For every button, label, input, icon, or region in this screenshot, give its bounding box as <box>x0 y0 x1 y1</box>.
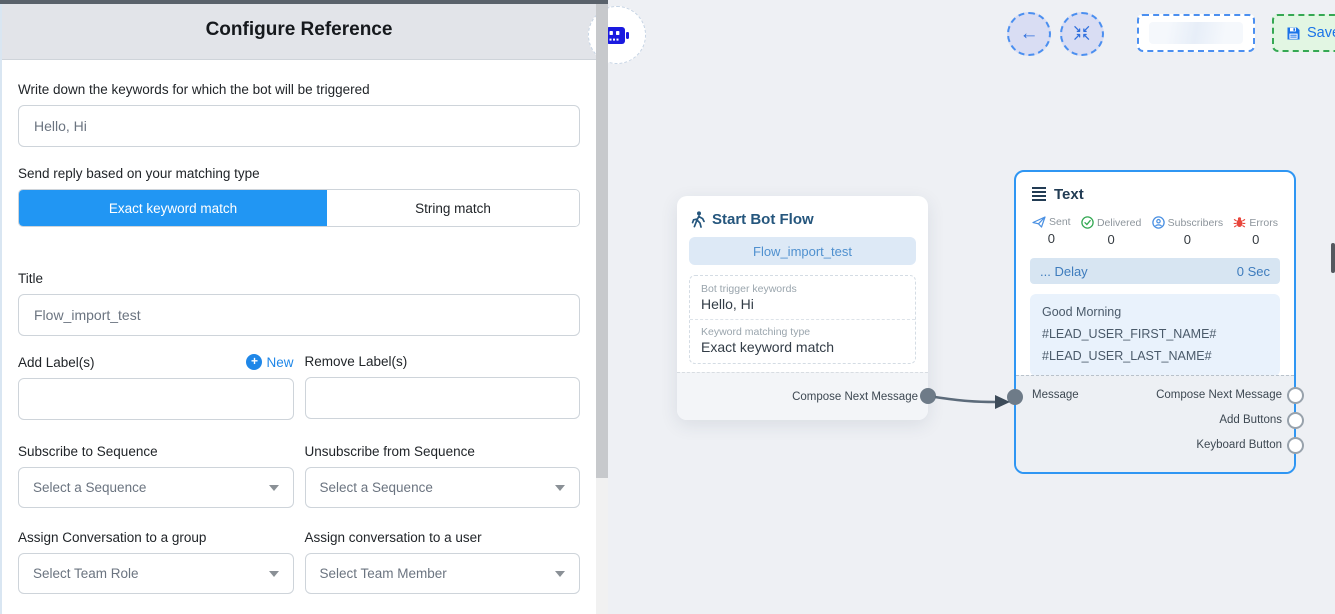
panel-header: Configure Reference <box>2 0 596 60</box>
add-labels-input[interactable] <box>18 378 294 420</box>
assign-user-select[interactable]: Select Team Member <box>304 553 580 594</box>
matching-type-label: Send reply based on your matching type <box>18 166 260 181</box>
save-button[interactable]: Save <box>1272 14 1335 52</box>
subscribe-sequence-select[interactable]: Select a Sequence <box>18 467 294 508</box>
unsubscribe-sequence-value: Select a Sequence <box>319 480 433 495</box>
remove-labels-label: Remove Label(s) <box>304 354 408 369</box>
save-label: Save <box>1307 25 1335 41</box>
save-icon <box>1287 27 1300 39</box>
chevron-down-icon <box>268 570 279 577</box>
panel-scrollbar-track[interactable] <box>596 0 608 614</box>
stat-subscribers: Subscribers 0 <box>1151 216 1223 247</box>
chevron-down-icon <box>555 570 565 577</box>
compose-next-message-handle[interactable] <box>1287 387 1304 404</box>
trigger-keywords-value: Hello, Hi <box>701 296 754 312</box>
delay-row[interactable]: ... Delay 0 Sec <box>1030 258 1280 284</box>
text-node-header: Text <box>1016 172 1294 203</box>
assign-group-label: Assign Conversation to a group <box>18 530 207 545</box>
unsubscribe-sequence-label: Unsubscribe from Sequence <box>304 444 475 459</box>
matching-type-toggle: Exact keyword match String match <box>18 189 580 227</box>
unsubscribe-sequence-select[interactable]: Select a Sequence <box>304 467 580 508</box>
assign-user-value: Select Team Member <box>319 566 447 581</box>
text-message-node[interactable]: Text Sent 0 Delivered 0 Subscri <box>1007 170 1304 474</box>
toggle-string-match[interactable]: String match <box>327 190 579 226</box>
fit-view-icon: ↘ ↙ ↗ ↖ <box>1073 24 1091 43</box>
errors-icon <box>1234 217 1246 228</box>
keyboard-button-handle[interactable] <box>1287 437 1304 454</box>
send-icon <box>1032 216 1046 228</box>
message-input-label: Message <box>1032 389 1079 401</box>
add-labels-label: Add Label(s) <box>18 354 95 370</box>
text-node-input-handle[interactable] <box>1007 389 1023 405</box>
divider <box>690 319 915 320</box>
back-button[interactable]: ← <box>1007 12 1051 56</box>
start-node-header: Start Bot Flow <box>677 196 928 228</box>
stat-errors: Errors 0 <box>1233 216 1278 247</box>
start-node-details: Bot trigger keywords Hello, Hi Keyword m… <box>689 275 916 364</box>
text-node-title: Text <box>1054 185 1084 203</box>
text-node-stats: Sent 0 Delivered 0 Subscribers 0 <box>1016 216 1294 247</box>
flow-name-pill[interactable]: Flow_import_test <box>689 237 916 265</box>
delivered-icon <box>1081 216 1094 229</box>
canvas-scrollbar-thumb[interactable] <box>1331 243 1335 273</box>
title-label: Title <box>18 271 44 286</box>
keywords-label: Write down the keywords for which the bo… <box>18 82 370 97</box>
shimmer-bar <box>1149 22 1243 44</box>
trigger-keywords-label: Bot trigger keywords <box>701 283 797 295</box>
menu-icon[interactable] <box>1032 185 1046 203</box>
walking-person-icon <box>691 211 705 228</box>
start-node-output-handle[interactable] <box>920 388 936 404</box>
assign-group-select[interactable]: Select Team Role <box>18 553 294 594</box>
loading-placeholder-button[interactable] <box>1137 14 1255 52</box>
compose-next-message-label: Compose Next Message <box>792 390 918 403</box>
matching-type-value: Exact keyword match <box>701 339 835 355</box>
keywords-input[interactable] <box>18 105 580 147</box>
back-arrow-icon: ← <box>1019 23 1039 44</box>
text-node-footer: Message Compose Next Message Add Buttons… <box>1007 375 1304 472</box>
configure-reference-panel: Configure Reference Write down the keywo… <box>0 0 596 614</box>
stat-delivered: Delivered 0 <box>1081 216 1141 247</box>
delay-value: 0 Sec <box>1236 263 1270 279</box>
delay-label: ... Delay <box>1040 263 1088 279</box>
subscribe-sequence-value: Select a Sequence <box>33 480 147 495</box>
top-divider-strip <box>0 0 608 4</box>
new-label-link[interactable]: + New <box>246 354 294 370</box>
start-node-footer: Compose Next Message <box>677 372 928 420</box>
panel-scrollbar-thumb[interactable] <box>596 4 608 478</box>
new-link-text: New <box>266 354 294 370</box>
start-bot-flow-node[interactable]: Start Bot Flow Flow_import_test Bot trig… <box>677 196 936 420</box>
output-add-buttons: Add Buttons <box>1219 414 1282 426</box>
robot-icon <box>606 27 629 44</box>
fit-view-button[interactable]: ↘ ↙ ↗ ↖ <box>1060 12 1104 56</box>
output-compose-next-message: Compose Next Message <box>1156 389 1282 401</box>
plus-icon: + <box>246 354 263 370</box>
subscribe-sequence-label: Subscribe to Sequence <box>18 444 158 459</box>
message-bubble[interactable]: Good Morning #LEAD_USER_FIRST_NAME# #LEA… <box>1030 294 1280 376</box>
panel-title: Configure Reference <box>205 18 393 40</box>
remove-labels-input[interactable] <box>304 377 580 419</box>
toggle-exact-keyword-match[interactable]: Exact keyword match <box>19 190 327 226</box>
start-node-title: Start Bot Flow <box>712 211 814 228</box>
chevron-down-icon <box>555 484 565 491</box>
stat-sent: Sent 0 <box>1032 216 1071 247</box>
matching-type-label: Keyword matching type <box>701 326 811 338</box>
subscribers-icon <box>1151 216 1165 229</box>
output-keyboard-button: Keyboard Button <box>1196 439 1282 451</box>
assign-user-label: Assign conversation to a user <box>304 530 482 545</box>
add-buttons-handle[interactable] <box>1287 412 1304 429</box>
chevron-down-icon <box>268 484 279 491</box>
title-input[interactable] <box>18 294 580 336</box>
assign-group-value: Select Team Role <box>33 566 139 581</box>
